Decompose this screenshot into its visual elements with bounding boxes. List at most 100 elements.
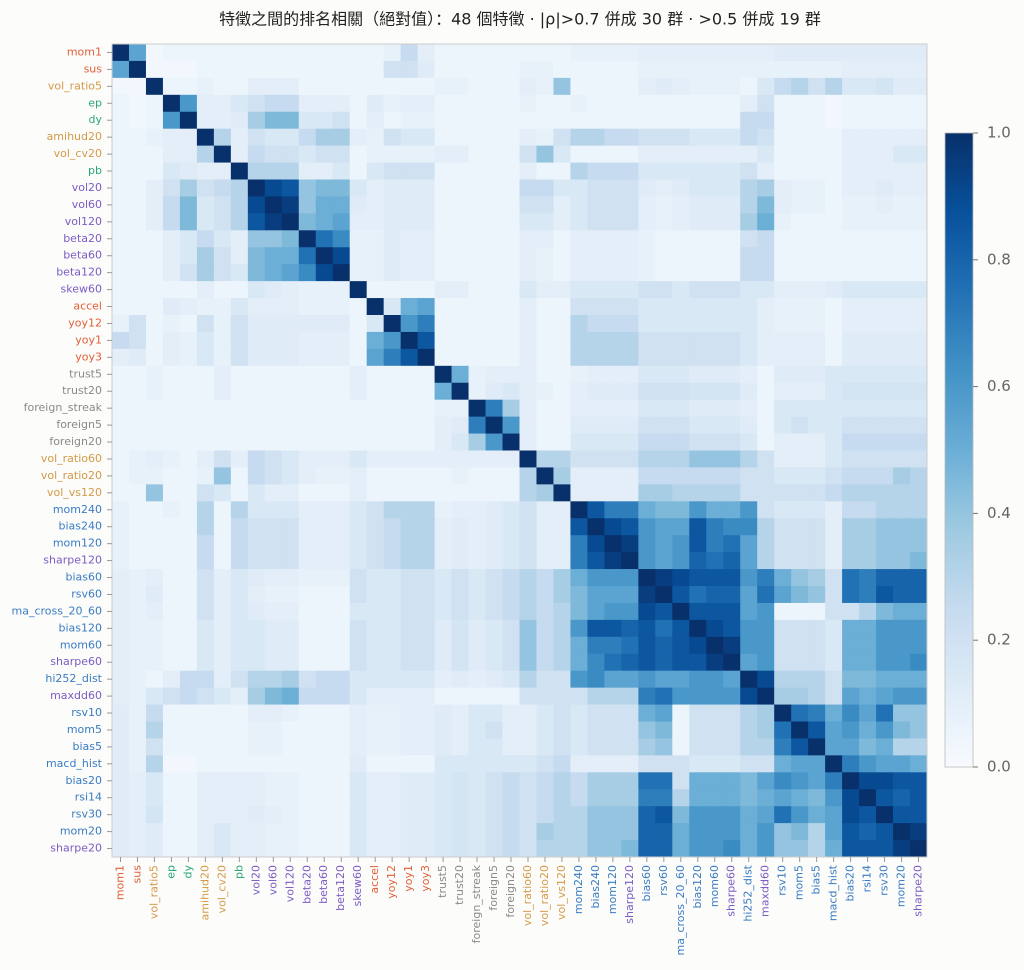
heatmap-cell [655,552,673,570]
heatmap-cell [757,687,775,705]
heatmap-cell [893,450,911,468]
heatmap-cell [451,230,469,248]
heatmap-cell [417,111,436,130]
heatmap-cell [332,586,351,604]
heatmap-cell [298,636,317,655]
heatmap-cell [332,382,351,401]
heatmap-cell [485,772,503,790]
heatmap-cell [468,196,486,214]
heatmap-cell [825,416,843,434]
heatmap-cell [468,77,486,96]
heatmap-cell [723,670,741,689]
heatmap-cell [876,636,894,655]
heatmap-cell [706,44,724,62]
heatmap-cell [485,535,503,553]
heatmap-cell [332,94,351,113]
heatmap-cell [655,755,673,773]
heatmap-cell [162,704,181,722]
heatmap-cell [128,44,147,62]
heatmap-cell [910,145,928,163]
heatmap-cell [672,213,690,231]
heatmap-cell [230,179,249,197]
heatmap-cell [689,264,707,282]
heatmap-cell [179,162,198,180]
heatmap-cell [825,399,843,418]
heatmap-cell [825,823,843,841]
heatmap-cell [774,331,792,350]
heatmap-cell [604,755,622,773]
heatmap-cell [791,586,809,604]
heatmap-cell [638,179,656,197]
heatmap-cell [502,399,520,418]
heatmap-cell [400,653,419,672]
heatmap-cell [485,552,503,570]
heatmap-cell [366,128,385,147]
heatmap-cell [264,281,283,299]
heatmap-cell [910,213,928,231]
heatmap-cell [621,806,639,824]
heatmap-cell [247,94,266,113]
heatmap-cell [740,44,758,62]
heatmap-cell [876,281,894,299]
heatmap-cell [179,145,198,163]
heatmap-cell [519,399,537,418]
x-tick-label: vol_ratio20 [538,865,551,926]
heatmap-cell [570,501,588,519]
heatmap-cell [859,416,877,434]
heatmap-cell [672,755,690,773]
heatmap-cell [112,450,130,468]
heatmap-cell [587,602,605,621]
heatmap-cell [842,619,860,638]
heatmap-cell [621,569,639,587]
heatmap-cell [519,670,537,689]
heatmap-cell [128,298,147,316]
heatmap-cell [162,111,181,130]
heatmap-cell [536,179,554,197]
heatmap-cell [502,179,520,197]
heatmap-cell [723,128,741,147]
heatmap-cell [366,450,385,468]
heatmap-cell [400,467,419,485]
heatmap-cell [893,518,911,536]
heatmap-cell [451,467,469,485]
heatmap-cell [672,399,690,418]
y-tick-label: bias5 [72,740,102,753]
heatmap-cell [400,281,419,299]
x-tick-label: rsi14 [861,865,874,892]
heatmap-cell [791,44,809,62]
heatmap-cell [468,467,486,485]
heatmap-cell [706,145,724,163]
heatmap-cell [825,433,843,451]
heatmap-cell [162,823,181,841]
heatmap-cell [281,518,300,536]
heatmap-cell [502,704,520,722]
heatmap-cell [196,772,215,790]
heatmap-cell [689,467,707,485]
heatmap-cell [774,586,792,604]
heatmap-cell [519,704,537,722]
heatmap-cell [145,44,164,62]
heatmap-cell [910,331,928,350]
heatmap-cell [689,552,707,570]
heatmap-cell [451,179,469,197]
heatmap-cell [332,128,351,147]
heatmap-cell [264,704,283,722]
heatmap-cell [112,721,130,739]
heatmap-cell [332,348,351,367]
heatmap-cell [638,569,656,587]
heatmap-cell [383,501,402,519]
heatmap-cell [349,535,368,553]
x-tick-label: vol_ratio5 [147,865,160,919]
heatmap-cell [842,721,860,739]
heatmap-cell [808,94,826,113]
heatmap-cell [621,365,639,384]
heatmap-cell [349,331,368,350]
heatmap-cell [366,484,385,502]
heatmap-cell [417,44,436,62]
heatmap-cell [689,535,707,553]
heatmap-cell [315,823,334,841]
heatmap-cell [893,484,911,502]
heatmap-cell [247,60,266,79]
heatmap-cell [230,44,249,62]
heatmap-cell [638,619,656,638]
